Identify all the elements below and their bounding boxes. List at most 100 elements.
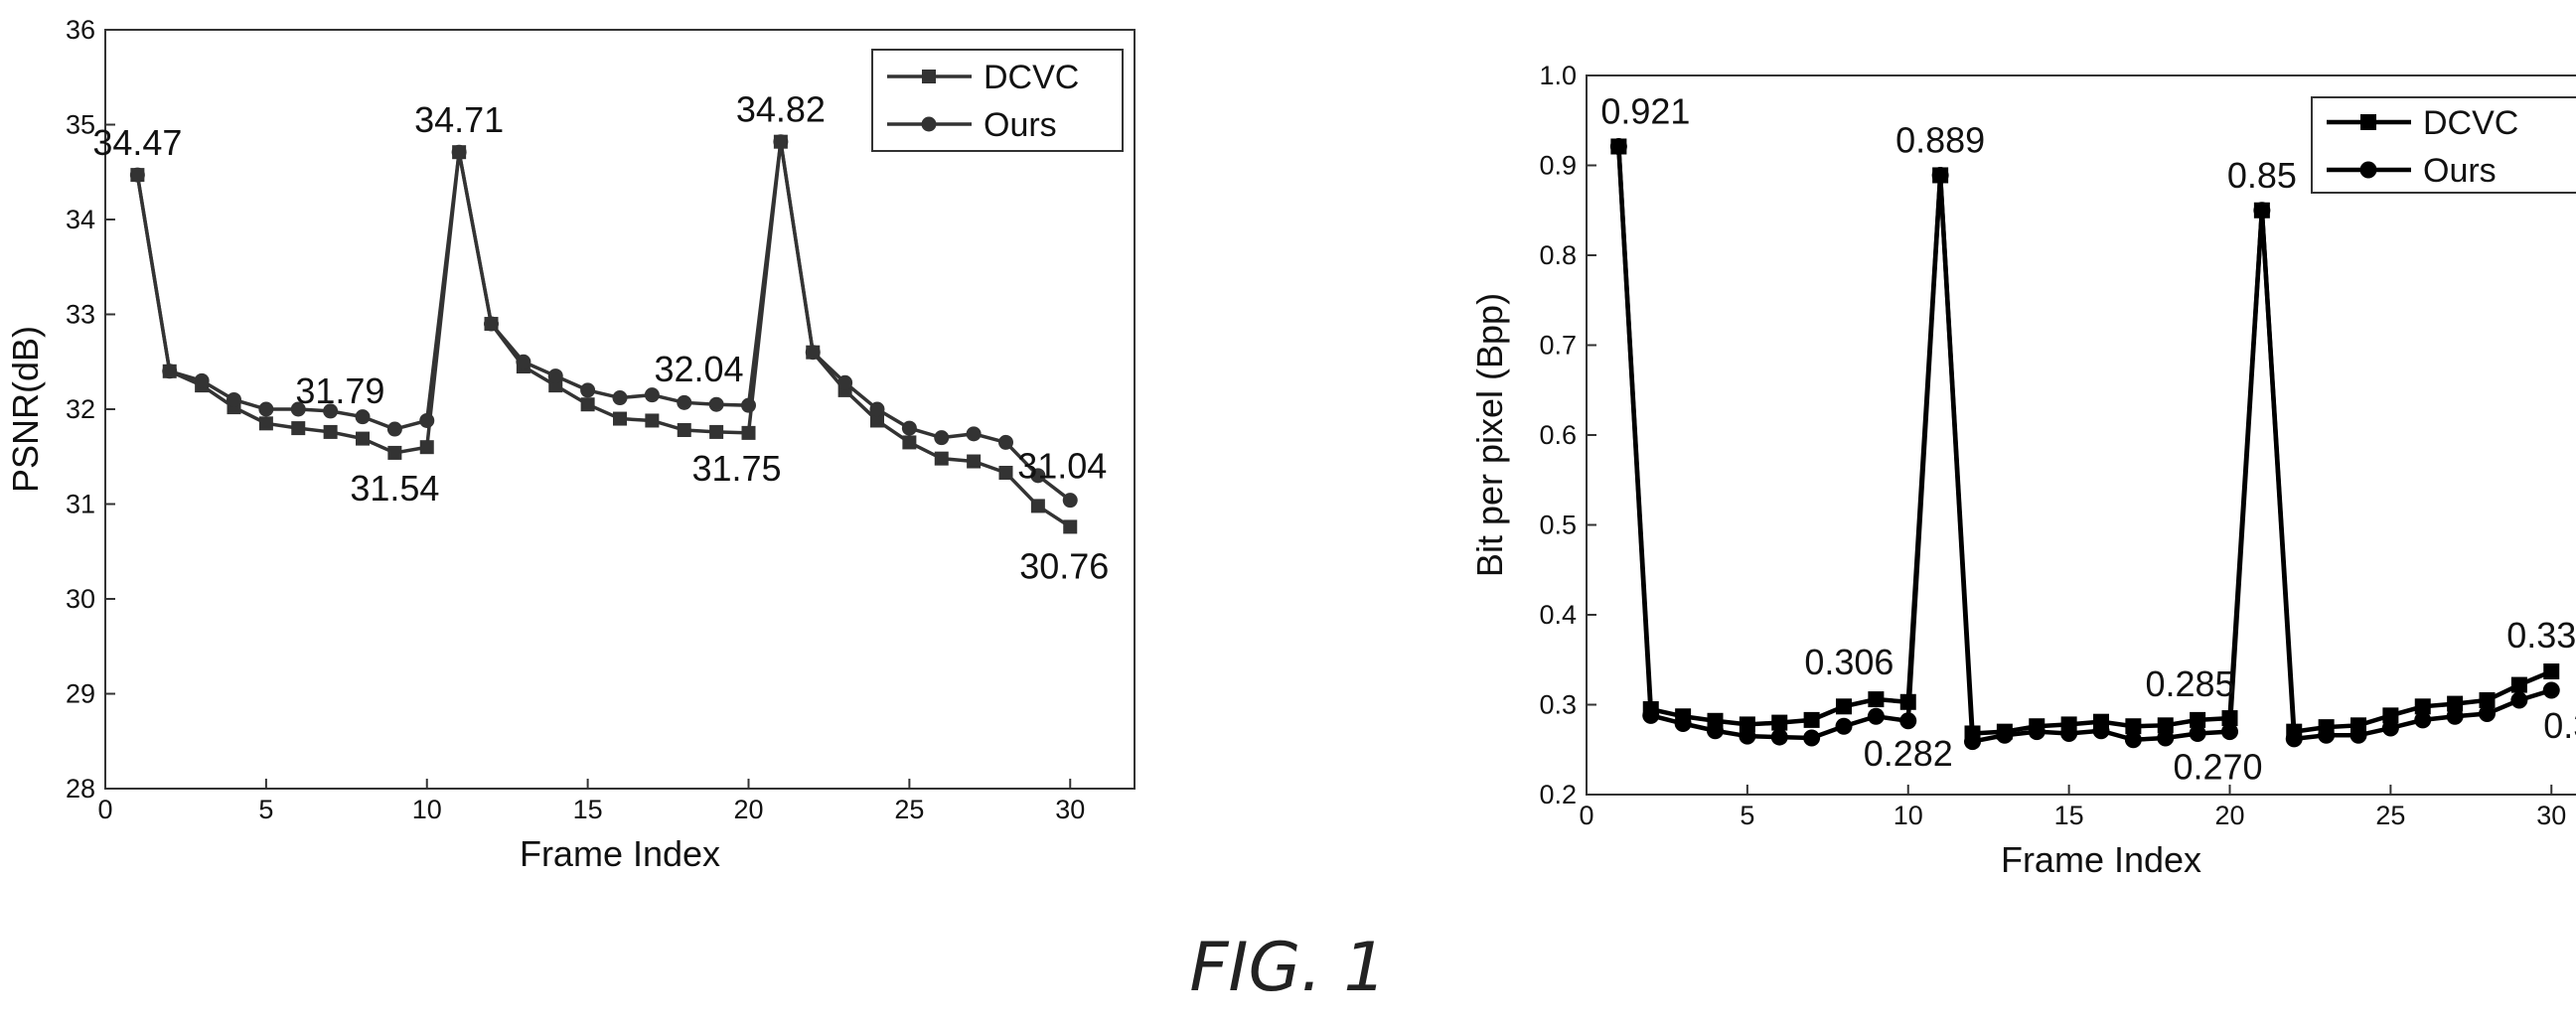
data-point-square [1063,519,1078,534]
data-point-circle [580,382,596,398]
data-point-circle [2479,705,2496,723]
series-line-dcvc [135,141,1072,528]
x-tick-label: 15 [2054,801,2084,830]
data-label: 30.76 [1019,545,1109,586]
y-tick-label: 0.4 [1539,600,1577,630]
data-point-square [258,416,273,431]
legend-label: Ours [984,106,1057,144]
y-axis-label: Bit per pixel (Bpp) [1469,293,1510,577]
data-label: 31.54 [350,468,439,509]
legend-label: DCVC [984,59,1079,96]
series-line-ours [135,141,1072,503]
legend-marker-square [2360,114,2376,130]
data-point-circle [2414,711,2432,729]
x-tick-label: 20 [2214,801,2244,830]
data-point-square [2190,711,2206,728]
data-label: 34.82 [736,89,826,130]
x-tick-label: 5 [1740,801,1754,830]
data-point-square [2543,663,2560,680]
data-label: 0.270 [2173,747,2262,788]
data-label: 0.306 [1804,642,1894,682]
x-tick-label: 30 [1055,795,1085,824]
data-point-circle [2221,723,2238,741]
data-point-circle [386,421,402,437]
data-point-square [998,465,1013,480]
data-point-circle [2060,724,2078,742]
series-line-ours [1616,146,2552,745]
legend-box [871,49,1124,152]
data-point-circle [1964,733,1981,751]
data-point-circle [901,420,917,436]
y-tick-label: 0.3 [1539,690,1577,720]
data-point-square [1030,499,1045,513]
y-tick-label: 0.6 [1539,420,1577,450]
y-tick-label: 0.5 [1539,511,1577,540]
data-point-circle [129,167,145,183]
data-point-square [291,421,306,436]
y-tick-label: 0.2 [1539,780,1577,809]
data-label: 31.75 [691,448,781,489]
data-point-square [1739,716,1755,733]
data-point-circle [1931,166,1949,184]
data-point-circle [547,368,563,384]
data-point-circle [1803,729,1821,747]
data-point-circle [773,134,789,150]
y-tick-label: 1.0 [1539,61,1577,90]
x-tick-label: 15 [573,795,603,824]
data-point-circle [2253,202,2271,220]
y-tick-label: 28 [66,774,95,804]
data-point-circle [419,412,435,428]
data-point-circle [2028,723,2046,741]
data-point-square [2479,691,2496,708]
data-point-circle [194,372,210,388]
data-point-circle [484,316,499,332]
data-point-circle [1062,493,1078,509]
data-point-circle [998,434,1013,450]
data-point-circle [516,354,531,369]
data-point-circle [2381,719,2399,737]
data-point-circle [1609,137,1627,155]
data-point-circle [2285,730,2303,748]
data-label: 0.337 [2506,615,2576,656]
data-point-square [2414,698,2431,715]
x-tick-label: 10 [412,795,442,824]
data-point-circle [1996,726,2014,744]
y-tick-label: 34 [66,205,95,234]
legend-box [2311,96,2576,194]
x-tick-label: 25 [2375,801,2405,830]
legend-label: DCVC [2423,104,2518,142]
x-axis-label: Frame Index [2001,839,2201,880]
x-tick-label: 0 [97,795,112,824]
data-point-circle [1770,728,1788,746]
y-tick-label: 0.9 [1539,151,1577,181]
data-point-square [1803,711,1820,728]
x-tick-label: 25 [894,795,924,824]
x-tick-label: 20 [733,795,763,824]
data-point-square [902,435,917,450]
data-point-circle [1674,715,1692,733]
legend-marker-circle [921,116,937,132]
data-point-square [967,454,982,469]
data-label: 34.71 [414,99,504,140]
data-point-square [2382,707,2399,724]
y-tick-label: 0.8 [1539,240,1577,270]
data-point-square [709,424,724,439]
data-point-circle [1835,717,1853,735]
figure-caption: FIG. 1 [1189,929,1387,1007]
data-point-circle [2349,726,2367,744]
data-point-circle [1707,722,1724,740]
data-point-square [2157,717,2174,734]
data-point-circle [708,396,724,412]
data-point-circle [355,409,371,425]
data-point-circle [2157,729,2175,747]
data-label: 32.04 [654,349,743,389]
x-tick-label: 30 [2536,801,2566,830]
data-point-circle [741,397,756,413]
series-line-dcvc [1616,146,2553,736]
x-tick-label: 10 [1894,801,1923,830]
data-label: 0.316 [2543,705,2576,746]
data-point-circle [2189,724,2206,742]
data-point-circle [805,345,821,361]
data-point-square [323,424,338,439]
